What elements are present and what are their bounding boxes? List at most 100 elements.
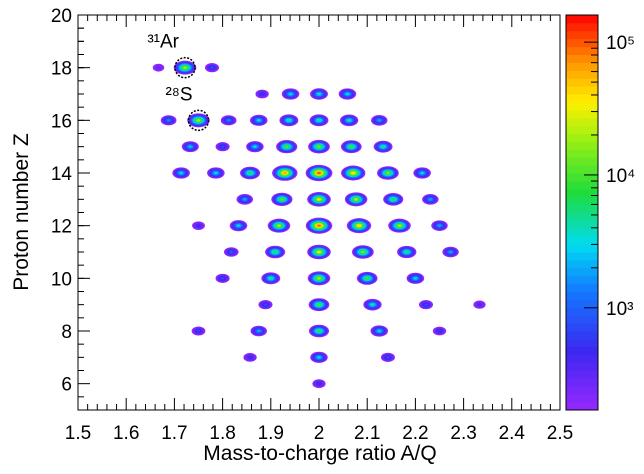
blob-contour (361, 250, 365, 254)
blob (152, 63, 165, 72)
blob (377, 166, 399, 180)
colorbar-band (566, 30, 598, 40)
blob-contour (317, 93, 321, 95)
annotation-circle (174, 56, 196, 79)
blob-contour (237, 224, 240, 227)
blob-contour (257, 119, 261, 122)
colorbar-frame (565, 14, 599, 411)
colorbar-band (566, 46, 598, 55)
blob-contour (317, 198, 321, 201)
blob-contour (197, 224, 200, 227)
colorbar-band (566, 188, 598, 198)
y-axis-title: Proton number Z (10, 133, 33, 291)
colorbar-band (566, 86, 598, 95)
blob (191, 326, 206, 336)
blob (383, 193, 404, 206)
annotation: ³¹Ar (147, 32, 179, 53)
y-tick-label: 10 (51, 269, 72, 290)
blob (240, 166, 261, 180)
colorbar-band (566, 228, 598, 237)
x-tick-label: 2.1 (354, 423, 380, 444)
blob-contour (397, 224, 402, 227)
colorbar-band (566, 323, 598, 332)
blob (243, 352, 257, 362)
colorbar-band (566, 204, 598, 213)
colorbar-band (566, 315, 598, 324)
blob-contour (317, 303, 321, 306)
blob-contour (167, 119, 170, 122)
colorbar-band (566, 354, 598, 364)
colorbar-band (566, 386, 598, 395)
blob (258, 300, 273, 310)
blob (246, 141, 264, 153)
colorbar-tick-label: 10⁴ (606, 166, 635, 187)
blob (432, 326, 447, 336)
colorbar-band (566, 157, 598, 166)
blob (341, 165, 366, 181)
x-tick-label: 1.9 (258, 423, 284, 444)
blob-contour (420, 172, 424, 174)
blob-contour (429, 198, 432, 201)
x-axis-title: Mass-to-charge ratio A/Q (203, 442, 436, 465)
colorbar-band (566, 70, 598, 79)
x-tick-label: 1.6 (113, 423, 139, 444)
colorbar-band (566, 101, 598, 111)
colorbar-band (566, 378, 598, 387)
blob-contour (391, 198, 395, 201)
colorbar-band (566, 252, 598, 261)
colorbar-band (566, 220, 598, 229)
colorbar-band (566, 94, 598, 103)
colorbar-band (566, 299, 598, 308)
blob-contour (230, 251, 233, 253)
blob-contour (210, 66, 214, 69)
blob-contour (183, 66, 187, 69)
blob (308, 324, 330, 338)
blob (207, 167, 225, 179)
blob-contour (438, 330, 441, 332)
colorbar-band (566, 22, 598, 32)
blob (388, 218, 411, 233)
blob (307, 271, 331, 286)
blob (305, 217, 333, 234)
blob (312, 379, 326, 389)
blob (442, 246, 459, 258)
blob-contour (249, 356, 252, 359)
blob-contour (371, 303, 374, 306)
blob-contour (438, 224, 441, 227)
blob (187, 113, 210, 128)
colorbar-band (566, 370, 598, 379)
blob (172, 167, 190, 179)
blob (418, 300, 434, 310)
colorbar-band (566, 259, 598, 269)
blob (307, 244, 331, 260)
blob (370, 325, 389, 337)
blob (473, 300, 486, 309)
blob (356, 271, 378, 285)
blob-contour (197, 330, 200, 332)
blob-contour (317, 277, 321, 280)
colorbar-band (566, 38, 598, 48)
blob-contour (354, 198, 358, 201)
colorbar-band (566, 149, 598, 158)
blob (373, 140, 393, 153)
blob-contour (253, 145, 257, 148)
blob (422, 194, 439, 205)
y-tick-label: 20 (51, 6, 72, 27)
x-tick-label: 2.3 (450, 423, 476, 444)
blob-contour (285, 145, 289, 148)
blob (236, 194, 254, 205)
blob (220, 115, 237, 126)
blob (215, 142, 230, 152)
blob-contour (248, 172, 252, 174)
colorbar-band (566, 346, 598, 356)
blob-contour (269, 277, 273, 280)
blob (351, 245, 374, 259)
blob-contour (478, 303, 481, 306)
x-tick-label: 1.8 (209, 423, 235, 444)
colorbar-band (566, 165, 598, 174)
blob-contour (221, 277, 224, 280)
blob (371, 115, 388, 126)
colorbar-band (566, 283, 598, 292)
blob (308, 139, 330, 154)
colorbar-tick-label: 10⁵ (606, 33, 635, 54)
